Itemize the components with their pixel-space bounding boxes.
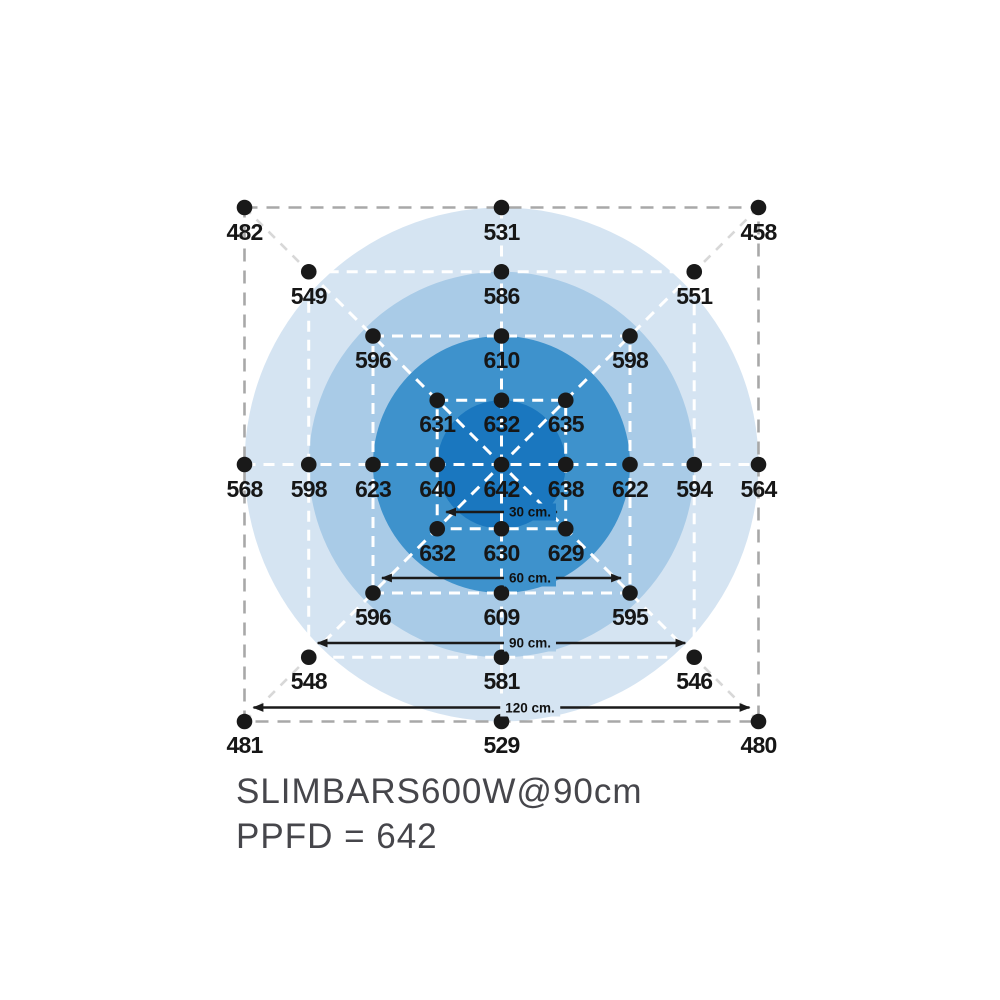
corner-diagonal-sw [243,656,310,723]
measurement-dot [493,392,510,409]
measurement-dot [236,456,253,473]
chart-title-block: SLIMBARS600W@90cm PPFD = 642 [236,769,643,859]
measurement-dot [300,649,317,666]
measurement-dot [557,520,574,537]
measurement-dot [429,520,446,537]
measurement-dot [493,199,510,216]
measurement-dot [300,263,317,280]
measurement-dot [750,456,767,473]
corner-diagonal-se [693,656,760,723]
measurement-dot [493,585,510,601]
measurement-dot [493,263,510,280]
measurement-dot [686,263,703,280]
measurement-dot [557,392,574,409]
measurement-dot [236,713,253,730]
distance-arrows-layer [252,507,751,712]
measurement-dot [557,456,574,473]
measurement-dot [493,649,510,666]
measurement-dot [365,456,381,473]
measurement-dot [622,456,638,473]
measurement-dot [493,713,510,730]
measurement-dot [429,456,446,473]
chart-ppfd-subtitle: PPFD = 642 [236,817,438,856]
measurement-dot [622,585,638,601]
measurement-dot [365,328,381,344]
measurement-dot [493,328,510,344]
corner-diagonal-ne [693,206,760,273]
measurement-dot [493,456,510,473]
measurement-dot [686,649,703,666]
measurement-dots-layer [236,199,767,730]
measurement-dot [236,199,253,216]
measurement-dot [300,456,317,473]
measurement-dot [493,520,510,537]
measurement-dot [750,199,767,216]
measurement-dot [429,392,446,409]
corner-diagonal-nw [243,206,310,273]
measurement-dot [750,713,767,730]
measurement-dot [622,328,638,344]
measurement-dot [686,456,703,473]
chart-title: SLIMBARS600W@90cm [236,772,643,811]
measurement-dot [365,585,381,601]
